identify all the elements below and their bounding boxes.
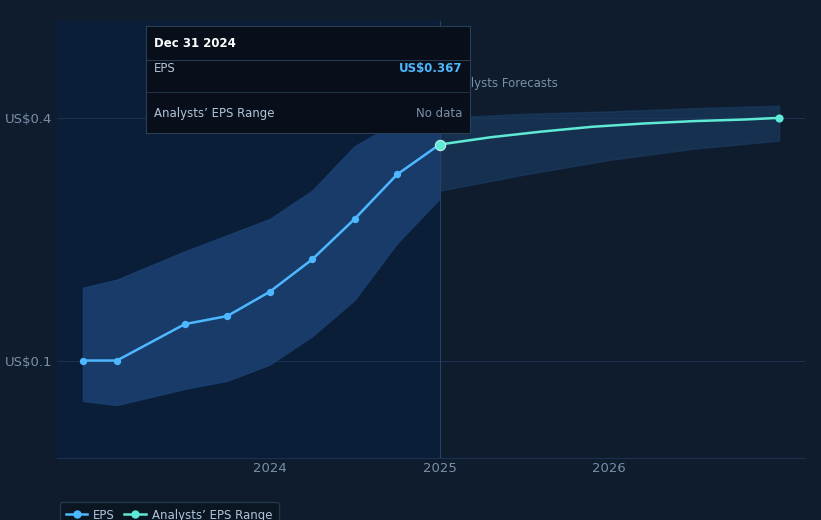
Text: Dec 31 2024: Dec 31 2024 bbox=[154, 36, 236, 49]
Point bbox=[264, 288, 277, 296]
Point bbox=[773, 114, 786, 122]
Point bbox=[178, 320, 191, 328]
Point bbox=[221, 312, 234, 320]
Text: US$0.367: US$0.367 bbox=[399, 62, 462, 75]
Point bbox=[433, 140, 446, 149]
Text: Analysts Forecasts: Analysts Forecasts bbox=[448, 76, 558, 89]
Point bbox=[433, 140, 446, 149]
Point bbox=[76, 356, 89, 365]
Text: EPS: EPS bbox=[154, 62, 176, 75]
Legend: EPS, Analysts’ EPS Range: EPS, Analysts’ EPS Range bbox=[60, 502, 278, 520]
Point bbox=[348, 215, 361, 223]
Text: Analysts’ EPS Range: Analysts’ EPS Range bbox=[154, 107, 275, 120]
Point bbox=[110, 356, 123, 365]
Text: Actual: Actual bbox=[397, 76, 434, 89]
Text: No data: No data bbox=[416, 107, 462, 120]
Point bbox=[305, 255, 319, 264]
Point bbox=[391, 171, 404, 179]
Bar bbox=[57, 21, 439, 458]
